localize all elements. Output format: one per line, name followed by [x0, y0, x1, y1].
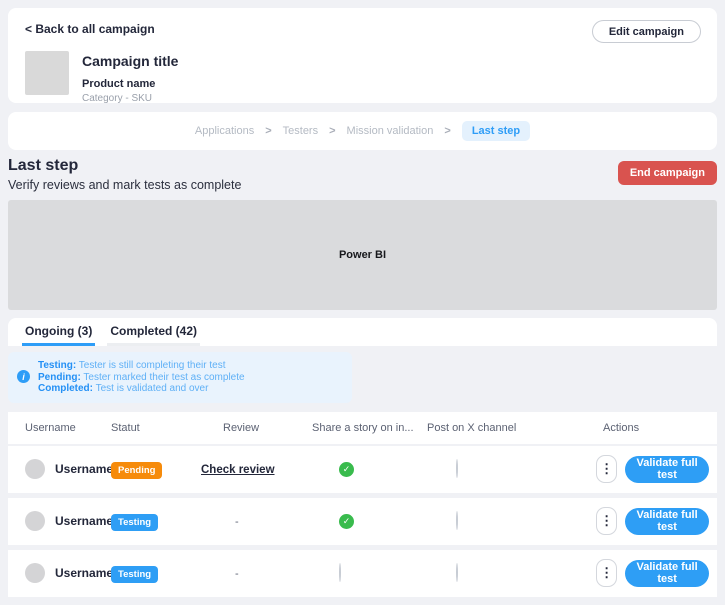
story-status-cell: ✓ — [312, 461, 427, 477]
col-header-username: Username — [25, 421, 76, 434]
campaign-text-block: Campaign title Product name Category - S… — [82, 51, 178, 104]
col-header-statut: Statut — [111, 421, 140, 434]
kebab-icon: ⋮ — [600, 461, 614, 476]
legend-line-pending: Pending: Tester marked their test as com… — [38, 372, 344, 384]
post-x-status-cell — [427, 563, 587, 582]
actions-cell: ⋮ Validate full test — [587, 559, 709, 587]
tab-ongoing[interactable]: Ongoing (3) — [22, 318, 96, 346]
review-cell: Check review — [195, 460, 312, 478]
story-checked-icon: ✓ — [339, 513, 354, 529]
campaign-thumbnail — [25, 51, 69, 95]
chevron-right-icon: > — [444, 125, 451, 137]
breadcrumb-item-testers[interactable]: Testers — [282, 125, 319, 137]
username-cell: Username — [25, 511, 114, 531]
breadcrumb-item-mission-validation[interactable]: Mission validation — [346, 125, 434, 137]
info-area: i Testing: Tester is still completing th… — [8, 346, 717, 412]
testers-table: Username Statut Review Share a story on … — [8, 411, 717, 597]
post-x-status-cell — [427, 511, 587, 530]
username-label: Username — [55, 566, 114, 580]
end-campaign-button[interactable]: End campaign — [617, 161, 717, 185]
category-sku: Category - SKU — [82, 93, 153, 104]
col-header-review: Review — [223, 421, 260, 434]
avatar — [25, 511, 45, 531]
post-x-unchecked-icon — [456, 459, 458, 478]
breadcrumb: Applications > Testers > Mission validat… — [8, 112, 717, 150]
check-review-link[interactable]: Check review — [201, 464, 275, 476]
kebab-icon: ⋮ — [600, 565, 614, 580]
actions-cell: ⋮ Validate full test — [587, 507, 709, 535]
edit-campaign-button[interactable]: Edit campaign — [591, 20, 701, 43]
legend-line-completed: Completed: Test is validated and over — [38, 383, 344, 395]
kebab-menu-button[interactable]: ⋮ — [596, 507, 618, 535]
back-to-campaigns-link[interactable]: < Back to all campaign — [25, 22, 155, 36]
legend-term: Testing: — [38, 360, 77, 371]
story-status-cell: ✓ — [312, 513, 427, 529]
legend-desc: Tester is still completing their test — [78, 360, 226, 371]
status-legend-box: i Testing: Tester is still completing th… — [8, 352, 352, 403]
table-row: Username Testing - ✓ ⋮ Validate full test — [8, 497, 717, 545]
table-row: Username Testing - ⋮ Validate full test — [8, 549, 717, 597]
campaign-title: Campaign title — [82, 53, 179, 69]
validate-full-test-button[interactable]: Validate full test — [625, 559, 709, 587]
chevron-right-icon: > — [265, 125, 272, 137]
story-checked-icon: ✓ — [339, 461, 354, 477]
chevron-right-icon: > — [329, 125, 336, 137]
story-unchecked-icon — [339, 563, 341, 582]
product-name: Product name — [82, 78, 156, 90]
page-title: Last step — [8, 157, 79, 174]
status-cell: Pending — [111, 460, 195, 479]
kebab-menu-button[interactable]: ⋮ — [596, 559, 618, 587]
story-status-cell — [312, 563, 427, 582]
review-empty-value: - — [235, 568, 239, 580]
actions-cell: ⋮ Validate full test — [587, 455, 709, 483]
kebab-menu-button[interactable]: ⋮ — [596, 455, 618, 483]
validate-full-test-button[interactable]: Validate full test — [625, 507, 709, 535]
avatar — [25, 563, 45, 583]
breadcrumb-item-last-step-active[interactable]: Last step — [461, 121, 531, 141]
campaign-info: Campaign title Product name Category - S… — [25, 51, 700, 104]
powerbi-embed-placeholder: Power BI — [8, 200, 717, 310]
col-header-post-x: Post on X channel — [427, 421, 517, 434]
username-cell: Username — [25, 563, 114, 583]
legend-desc: Tester marked their test as complete — [83, 371, 245, 383]
col-header-share-story: Share a story on in... — [312, 421, 414, 434]
username-cell: Username — [25, 459, 114, 479]
review-empty-value: - — [235, 516, 239, 528]
status-badge: Pending — [111, 461, 163, 479]
post-x-status-cell — [427, 459, 587, 478]
legend-desc: Test is validated and over — [95, 383, 209, 394]
table-row: Username Pending Check review ✓ ⋮ Validate fu… — [8, 445, 717, 493]
section-titles: Last step Verify reviews and mark tests … — [8, 157, 241, 193]
review-cell: - — [195, 512, 312, 530]
username-label: Username — [55, 462, 114, 476]
legend-term: Completed: — [38, 383, 93, 394]
status-cell: Testing — [111, 564, 195, 583]
username-label: Username — [55, 514, 114, 528]
legend-term: Pending: — [38, 371, 81, 383]
campaign-header-card: < Back to all campaign Edit campaign Cam… — [8, 8, 717, 104]
table-header-row: Username Statut Review Share a story on … — [8, 411, 717, 444]
status-badge: Testing — [111, 565, 159, 583]
breadcrumb-item-applications[interactable]: Applications — [194, 125, 255, 137]
col-header-actions: Actions — [603, 421, 640, 434]
page-subtitle: Verify reviews and mark tests as complet… — [8, 178, 242, 192]
status-cell: Testing — [111, 512, 195, 531]
section-head: Last step Verify reviews and mark tests … — [8, 150, 717, 200]
review-cell: - — [195, 564, 312, 582]
table-body: Username Pending Check review ✓ ⋮ Validate fu… — [8, 445, 717, 597]
kebab-icon: ⋮ — [600, 513, 614, 528]
validate-full-test-button[interactable]: Validate full test — [625, 455, 709, 483]
status-badge: Testing — [111, 513, 159, 531]
avatar — [25, 459, 45, 479]
info-icon: i — [17, 370, 30, 384]
tab-completed[interactable]: Completed (42) — [107, 318, 201, 346]
post-x-unchecked-icon — [456, 563, 458, 582]
post-x-unchecked-icon — [456, 511, 458, 530]
tab-bar: Ongoing (3) Completed (42) — [8, 318, 717, 346]
legend-line-testing: Testing: Tester is still completing thei… — [38, 360, 344, 372]
